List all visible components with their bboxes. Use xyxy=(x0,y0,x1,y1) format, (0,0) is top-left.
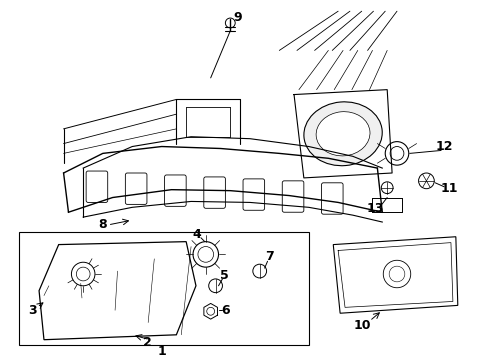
FancyBboxPatch shape xyxy=(86,171,108,202)
Text: 2: 2 xyxy=(143,336,151,349)
FancyBboxPatch shape xyxy=(165,175,186,206)
Text: 1: 1 xyxy=(157,345,166,358)
Ellipse shape xyxy=(304,102,382,166)
Bar xyxy=(20,232,309,345)
Text: 6: 6 xyxy=(221,304,230,317)
Ellipse shape xyxy=(316,112,370,156)
FancyBboxPatch shape xyxy=(321,183,343,214)
FancyBboxPatch shape xyxy=(204,177,225,208)
Text: 4: 4 xyxy=(193,228,201,241)
Text: 5: 5 xyxy=(220,270,229,283)
Text: 8: 8 xyxy=(98,219,107,231)
Text: 7: 7 xyxy=(265,250,274,263)
Text: 3: 3 xyxy=(28,304,37,317)
FancyBboxPatch shape xyxy=(125,173,147,204)
Text: 9: 9 xyxy=(234,10,243,23)
Polygon shape xyxy=(333,237,458,313)
Text: 10: 10 xyxy=(354,319,371,332)
FancyBboxPatch shape xyxy=(243,179,265,210)
Text: 13: 13 xyxy=(367,202,384,215)
Polygon shape xyxy=(39,242,196,340)
FancyBboxPatch shape xyxy=(282,181,304,212)
Text: 12: 12 xyxy=(435,140,453,153)
Text: 11: 11 xyxy=(440,182,458,195)
